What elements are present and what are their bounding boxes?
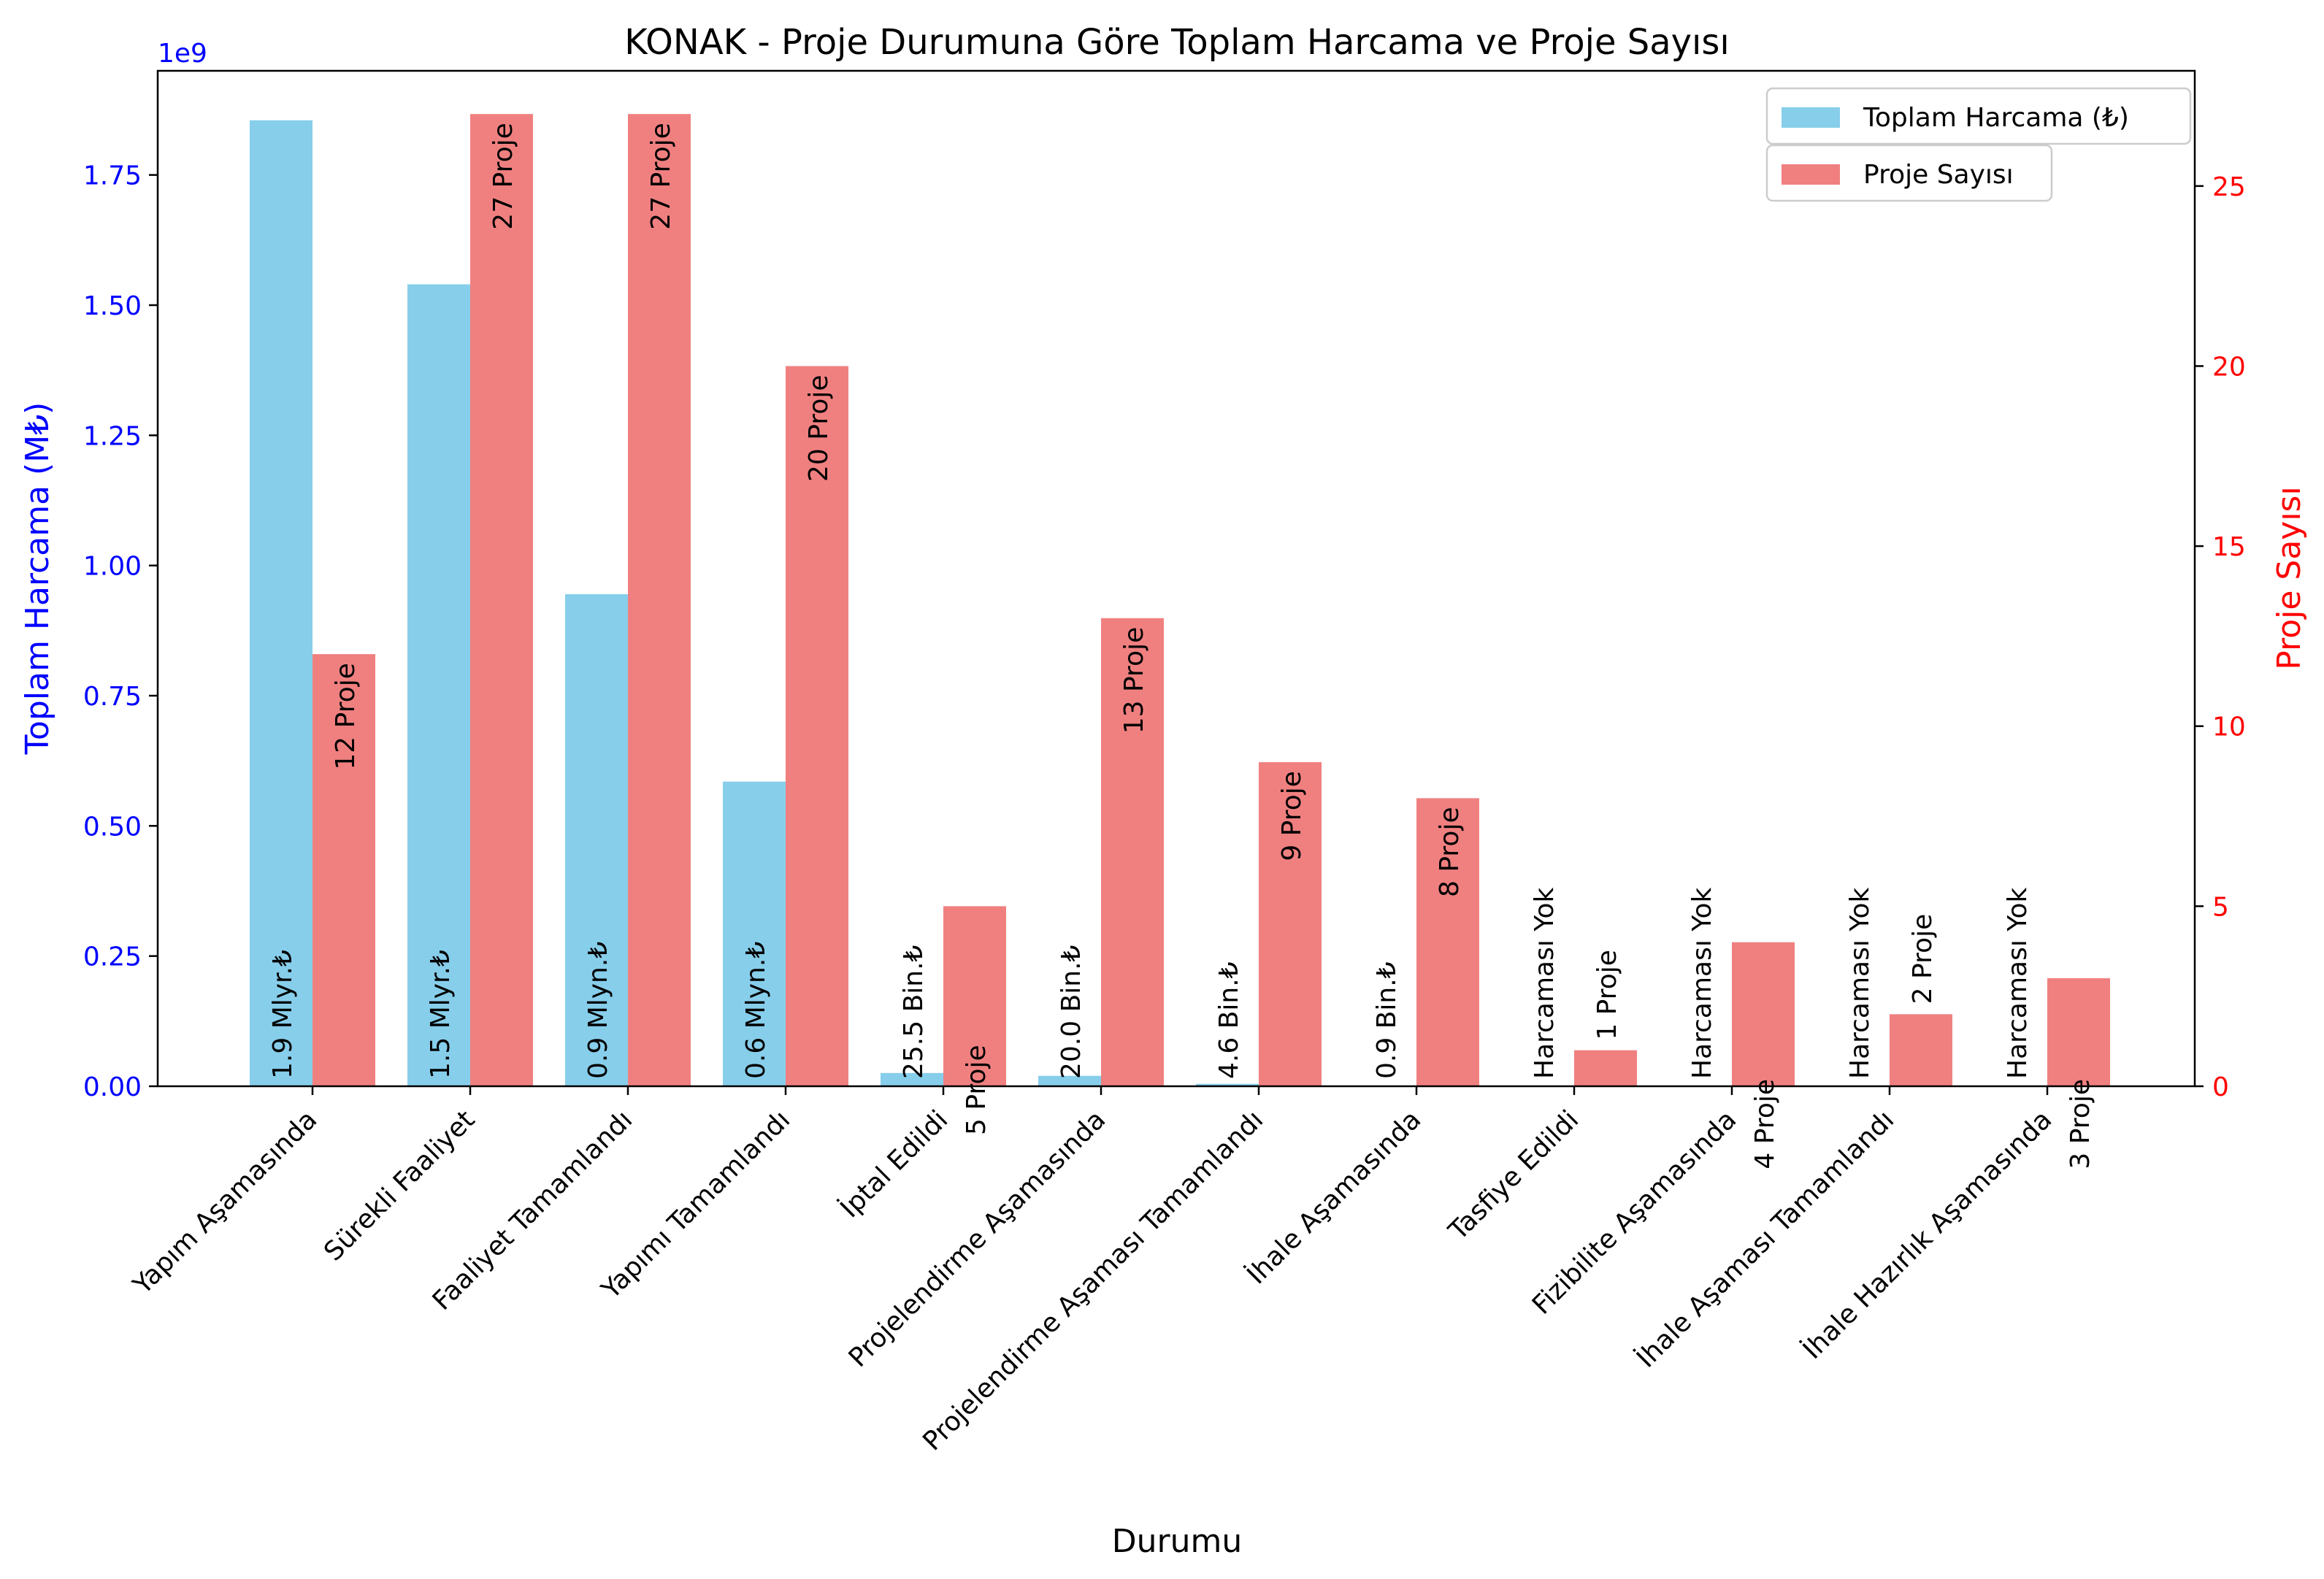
- data-label-toplam-harcama: 4.6 Bin.₺: [1214, 961, 1244, 1079]
- legend-entry: Toplam Harcama (₺): [1863, 103, 2129, 133]
- bar-proje-sayisi: [2047, 978, 2110, 1086]
- left-tick-label: 1.50: [83, 291, 142, 321]
- bar-proje-sayisi: [470, 114, 533, 1086]
- legend-box: [1765, 144, 2053, 202]
- bar-proje-sayisi: [1574, 1050, 1637, 1086]
- right-axis: 0 5 10 15 20 25: [2195, 172, 2246, 1102]
- right-tick-label: 5: [2212, 892, 2229, 922]
- x-tick-label: İhale Hazırlık Aşamasında: [1797, 1104, 2058, 1365]
- chart-title: KONAK - Proje Durumuna Göre Toplam Harca…: [624, 22, 1729, 63]
- data-label-proje-sayisi: 2 Proje: [1908, 914, 1938, 1004]
- data-label-toplam-harcama: Harcaması Yok: [1687, 887, 1717, 1079]
- bar-proje-sayisi: [1101, 618, 1164, 1086]
- bar-toplam-harcama: [250, 120, 312, 1087]
- left-tick-label: 0.00: [83, 1072, 142, 1102]
- bar-proje-sayisi: [1732, 942, 1795, 1086]
- bar-proje-sayisi: [628, 114, 691, 1086]
- left-tick-label: 1.75: [83, 161, 142, 191]
- data-label-proje-sayisi: 3 Proje: [2066, 1079, 2095, 1169]
- data-label-proje-sayisi: 8 Proje: [1435, 807, 1465, 897]
- data-label-toplam-harcama: Harcaması Yok: [1845, 887, 1875, 1079]
- bar-toplam-harcama: [1038, 1075, 1101, 1086]
- plot-frame: [156, 69, 2196, 1088]
- legend-swatch: [1782, 164, 1840, 185]
- data-label-proje-sayisi: 5 Proje: [962, 1045, 992, 1135]
- left-tick-label: 0.75: [83, 682, 142, 712]
- bar-proje-sayisi: [943, 906, 1006, 1086]
- right-tick-label: 0: [2212, 1072, 2229, 1102]
- data-label-proje-sayisi: 27 Proje: [488, 123, 518, 230]
- data-label-proje-sayisi: 4 Proje: [1750, 1079, 1780, 1169]
- data-label-toplam-harcama: 1.9 Mlyr.₺: [268, 950, 298, 1079]
- data-label-toplam-harcama: Harcaması Yok: [2003, 887, 2033, 1079]
- x-tick-label: Sürekli Faaliyet: [318, 1104, 480, 1267]
- data-label-toplam-harcama: 0.6 Mlyn.₺: [741, 942, 771, 1079]
- left-axis-label: Toplam Harcama (M₺): [19, 402, 56, 756]
- data-label-toplam-harcama: 25.5 Bin.₺: [899, 945, 929, 1079]
- data-label-toplam-harcama: 0.9 Mlyn.₺: [583, 942, 613, 1079]
- data-label-toplam-harcama: Harcaması Yok: [1530, 887, 1560, 1079]
- bar-proje-sayisi: [1416, 798, 1479, 1086]
- left-axis: 0.00 0.25 0.50 0.75 1.00 1.25 1.50 1.75: [83, 161, 158, 1102]
- right-tick-label: 10: [2212, 712, 2246, 742]
- x-tick-label: İhale Aşamasında: [1241, 1104, 1427, 1291]
- legend-swatch: [1782, 107, 1840, 128]
- data-label-proje-sayisi: 1 Proje: [1592, 950, 1622, 1040]
- data-label-toplam-harcama: 1.5 Mlyr.₺: [426, 950, 456, 1079]
- left-axis-multiplier: 1e9: [158, 39, 207, 69]
- data-label-toplam-harcama: 0.9 Bin.₺: [1372, 961, 1402, 1079]
- data-label-toplam-harcama: 20.0 Bin.₺: [1056, 945, 1086, 1079]
- x-tick-label: İptal Edildi: [835, 1104, 954, 1224]
- data-label-proje-sayisi: 12 Proje: [331, 663, 361, 770]
- data-label-proje-sayisi: 9 Proje: [1277, 771, 1307, 861]
- legend-entry: Proje Sayısı: [1863, 160, 2014, 190]
- data-label-proje-sayisi: 20 Proje: [804, 374, 834, 482]
- x-tick-label: Yapım Aşamasında: [127, 1104, 323, 1300]
- bar-toplam-harcama: [1196, 1083, 1259, 1086]
- bar-proje-sayisi: [312, 654, 375, 1086]
- bar-toplam-harcama: [407, 284, 470, 1086]
- bar-proje-sayisi: [1890, 1014, 1952, 1086]
- plot-marks: 1.9 Mlyr.₺ 12 Proje 1.5 Mlyr.₺ 27 Proje 0.9 …: [250, 114, 2110, 1169]
- right-tick-label: 20: [2212, 352, 2246, 382]
- data-label-proje-sayisi: 27 Proje: [646, 123, 676, 230]
- legend-box: [1765, 87, 2192, 145]
- right-tick-label: 25: [2212, 172, 2246, 202]
- x-tick-label: Tasfiye Edildi: [1443, 1104, 1584, 1246]
- left-tick-label: 0.25: [83, 942, 142, 972]
- x-tick-label: Projelendirme Aşaması Tamamlandı: [917, 1104, 1269, 1456]
- x-axis-label: Durumu: [1112, 1523, 1243, 1560]
- legend: Toplam Harcama (₺) Proje Sayısı: [1765, 87, 2192, 202]
- x-tick-label: Projelendirme Aşamasında: [843, 1104, 1112, 1373]
- left-tick-label: 1.00: [83, 552, 142, 582]
- bar-toplam-harcama: [881, 1072, 943, 1086]
- data-label-proje-sayisi: 13 Proje: [1119, 627, 1149, 734]
- right-axis-label: Proje Sayısı: [2271, 486, 2308, 669]
- bar-proje-sayisi: [786, 366, 848, 1086]
- left-tick-label: 1.25: [83, 421, 142, 451]
- bar-toplam-harcama: [565, 593, 628, 1086]
- right-tick-label: 15: [2212, 532, 2246, 562]
- bar-proje-sayisi: [1259, 762, 1322, 1086]
- bar-toplam-harcama: [723, 781, 786, 1086]
- left-tick-label: 0.50: [83, 812, 142, 842]
